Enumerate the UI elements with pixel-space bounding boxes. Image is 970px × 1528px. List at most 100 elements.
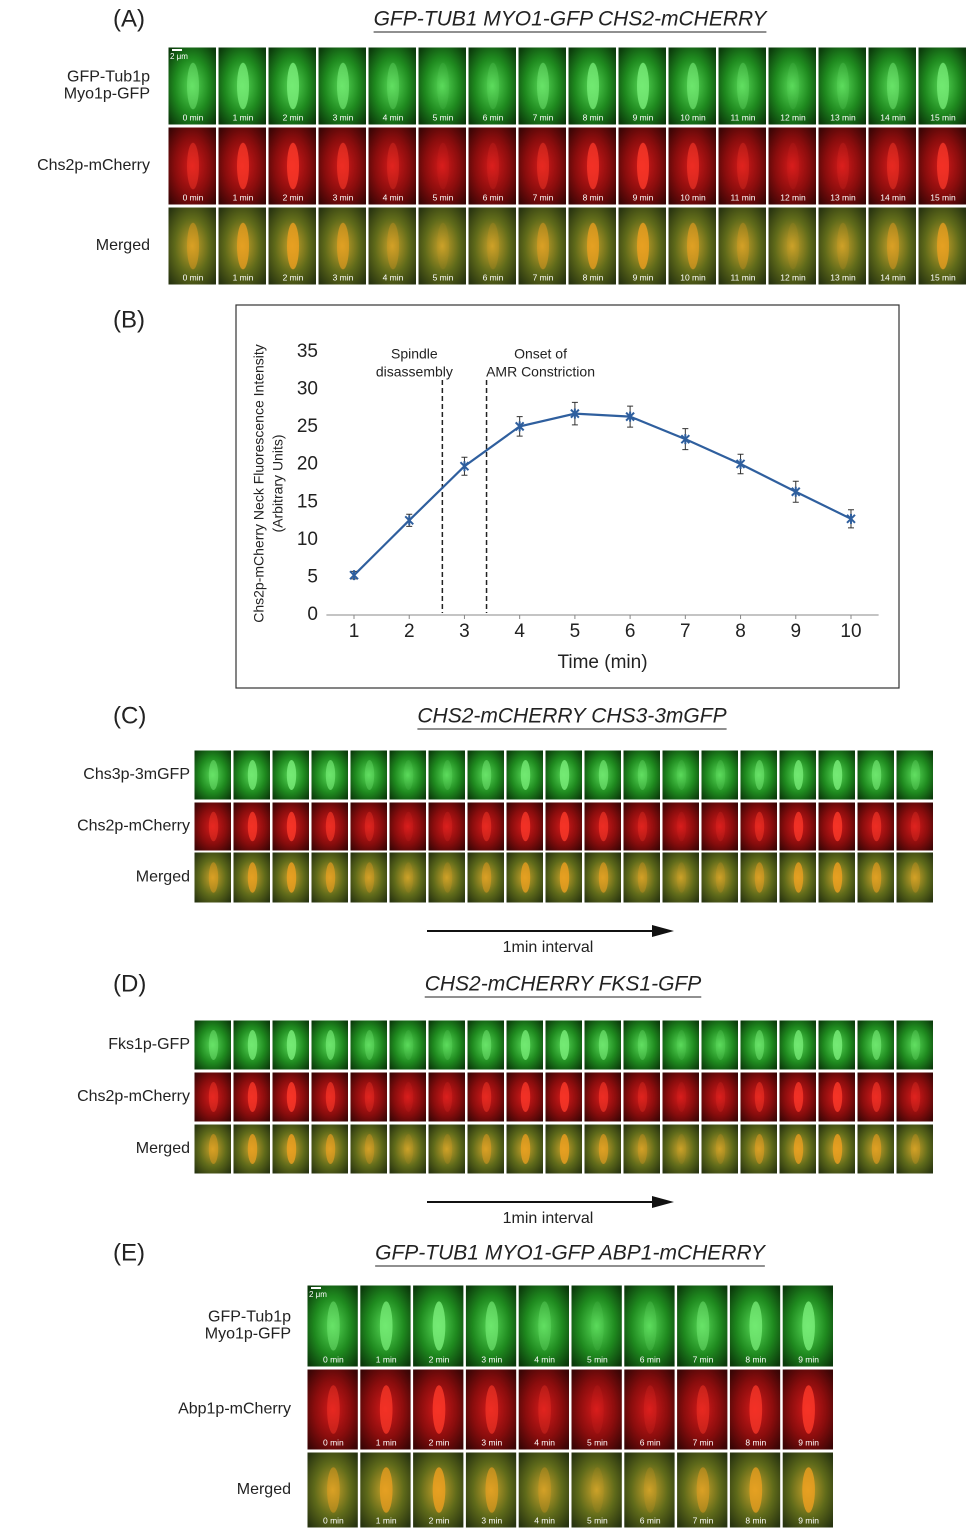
time-label: 6 min [640,1437,661,1447]
image-signal [364,1134,375,1164]
image-tile [739,851,778,904]
image-tile [676,1284,729,1368]
image-signal [442,1082,453,1112]
image-signal [887,222,899,270]
time-label: 7 min [693,1354,714,1364]
image-signal [802,1385,815,1434]
image-signal [432,1301,446,1351]
image-signal [832,862,843,893]
panel-title: CHS2-mCHERRY FKS1-GFP [425,973,702,996]
image-signal [793,1134,804,1164]
image-tile [271,749,310,801]
time-label: 5 min [587,1515,608,1525]
time-label: 14 min [880,112,906,122]
image-tile [349,1071,388,1123]
image-signal [754,862,765,893]
image-tile [717,46,767,126]
time-label: 0 min [183,272,204,282]
image-signal [696,1467,710,1513]
time-label: 8 min [583,272,604,282]
panel-title: GFP-TUB1 MYO1-GFP CHS2-mCHERRY [374,8,769,31]
image-tile [349,801,388,852]
image-signal [327,1385,340,1434]
image-tile [867,46,917,126]
image-signal [325,811,336,842]
time-label: 3 min [333,112,354,122]
image-tile [739,1071,778,1123]
image-tile [895,851,934,904]
row-label: Abp1p-mCherry [178,1401,291,1418]
image-signal [364,760,375,790]
image-tile [367,126,417,206]
image-signal [637,862,648,893]
image-signal [187,222,199,270]
time-label: 8 min [745,1354,766,1364]
image-signal [637,1134,648,1164]
image-tile [466,1071,505,1123]
time-label: 14 min [880,192,906,202]
image-tile [817,206,867,286]
image-signal [403,1082,414,1112]
image-signal [871,1082,882,1112]
image-signal [587,222,599,270]
panel-letter: (E) [113,1239,145,1266]
data-point [349,570,359,581]
image-tile [349,1123,388,1175]
image-tile [193,1019,232,1071]
image-signal [325,862,336,893]
image-tile [427,1123,466,1175]
image-tile [622,1071,661,1123]
image-signal [754,1030,765,1060]
time-label: 13 min [830,272,856,282]
time-label: 1 min [376,1515,397,1525]
image-signal [559,811,570,842]
image-signal [793,760,804,790]
time-label: 14 min [880,272,906,282]
time-label: 6 min [483,272,504,282]
image-tile [306,1451,359,1528]
time-label: 11 min [731,272,756,282]
image-signal [403,1030,414,1060]
image-tile [193,749,232,801]
time-label: 6 min [483,112,504,122]
image-signal [520,760,531,790]
time-label: 9 min [798,1354,819,1364]
event-label: AMR Constriction [486,364,595,380]
image-signal [871,862,882,893]
image-tile [767,206,817,286]
x-tick-label: 10 [840,621,861,642]
image-tile [739,1019,778,1071]
image-signal [910,760,921,790]
image-tile [466,749,505,801]
panel-title: GFP-TUB1 MYO1-GFP ABP1-mCHERRY [375,1242,767,1265]
image-signal [559,1082,570,1112]
time-label: 12 min [780,112,806,122]
x-tick-label: 9 [790,621,801,642]
image-signal [754,760,765,790]
time-label: 0 min [183,192,204,202]
data-point [735,458,746,469]
time-label: 15 min [930,192,956,202]
image-signal [287,222,299,270]
scale-bar-label: 2 μm [309,1290,327,1299]
time-label: 5 min [433,272,454,282]
time-label: 2 min [429,1354,450,1364]
image-signal [598,811,609,842]
event-label: disassembly [376,364,453,380]
image-tile [217,206,267,286]
image-signal [715,811,726,842]
data-point [625,411,635,422]
time-label: 4 min [534,1515,555,1525]
image-tile [388,1123,427,1175]
image-signal [485,1301,499,1351]
data-point [791,486,801,497]
image-signal [247,1082,258,1112]
image-tile [622,1019,661,1071]
image-tile [310,749,349,801]
image-signal [832,1134,843,1164]
image-tile [349,851,388,904]
image-signal [481,1082,492,1112]
row-label: Chs2p-mCherry [77,1088,190,1105]
image-signal [871,1134,882,1164]
